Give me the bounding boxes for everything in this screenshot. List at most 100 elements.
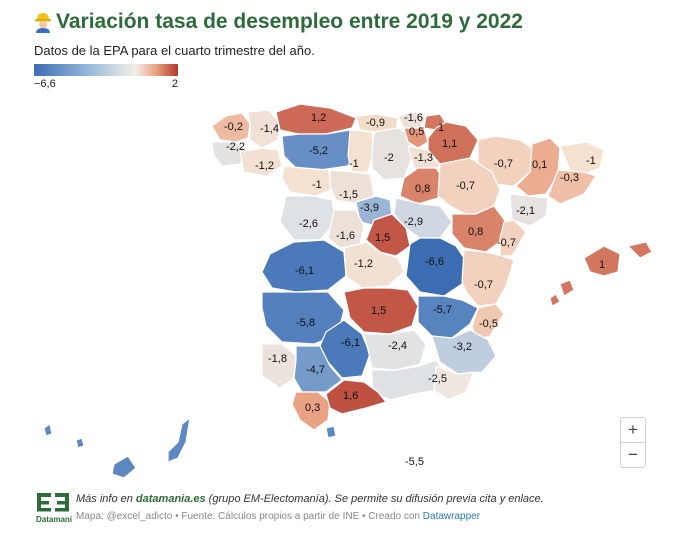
label-zaragoza: -0,7	[456, 180, 475, 192]
label-ceuta: -5,5	[405, 456, 424, 468]
region-asturias[interactable]	[275, 103, 357, 135]
label-cantabria: -0,9	[366, 117, 385, 129]
label-ciudad-real: 1,5	[371, 305, 386, 317]
label-leon: -5,2	[309, 145, 328, 157]
label-cordoba: -6,1	[341, 337, 360, 349]
label-navarra: 1,1	[442, 138, 457, 150]
zoom-in-button[interactable]: +	[620, 417, 646, 443]
region-ceuta[interactable]	[325, 425, 337, 439]
label-sevilla: -4,7	[306, 364, 325, 376]
label-salamanca: -2,6	[299, 218, 318, 230]
region-jaen[interactable]	[363, 329, 427, 371]
region-murcia[interactable]	[431, 329, 497, 375]
label-lleida: 0,1	[532, 159, 547, 171]
footer-info: Más info en datamania.es (grupo EM-Elect…	[76, 493, 544, 505]
region-cadiz[interactable]	[291, 391, 331, 431]
legend-max-label: 2	[171, 78, 178, 90]
label-jaen: -2,4	[388, 340, 407, 352]
label-badajoz: -5,8	[296, 317, 315, 329]
label-girona: -1	[586, 155, 596, 167]
region-valencia[interactable]	[461, 249, 515, 307]
legend-gradient	[34, 64, 178, 76]
chart-title: Variación tasa de desempleo entre 2019 y…	[34, 10, 674, 34]
region-a-coruna[interactable]	[211, 112, 251, 143]
label-barcelona: -0,3	[560, 172, 579, 184]
label-tarragona: -2,1	[516, 205, 535, 217]
label-malaga: 1,6	[343, 390, 358, 402]
label-burgos: -2	[384, 152, 394, 164]
region-almeria[interactable]	[433, 365, 475, 401]
region-alava[interactable]	[403, 127, 429, 149]
region-pontevedra[interactable]	[211, 141, 247, 167]
datamania-logo: Datamanía	[36, 493, 72, 524]
label-soria: 0,8	[415, 183, 430, 195]
region-madrid[interactable]	[365, 213, 411, 257]
label-alicante: -0,5	[479, 318, 498, 330]
region-caceres[interactable]	[261, 239, 347, 293]
zoom-out-button[interactable]: −	[620, 442, 646, 468]
region-baleares[interactable]	[549, 241, 653, 307]
region-toledo[interactable]	[343, 241, 405, 289]
label-valladolid: -1,5	[339, 189, 358, 201]
region-ourense[interactable]	[239, 147, 283, 177]
label-granada: -2,5	[428, 373, 447, 385]
label-la-rioja: -1,3	[414, 152, 433, 164]
label-huelva: -1,8	[268, 353, 287, 365]
region-lugo[interactable]	[247, 109, 281, 149]
label-asturias: 1,2	[311, 112, 326, 124]
datawrapper-link[interactable]: Datawrapper	[422, 511, 481, 522]
label-madrid: 1,5	[375, 232, 390, 244]
label-baleares: 1	[599, 259, 605, 271]
region-avila[interactable]	[327, 209, 365, 249]
construction-worker-icon	[35, 13, 51, 33]
header: Variación tasa de desempleo entre 2019 y…	[34, 8, 674, 58]
label-huesca: -0,7	[494, 158, 513, 170]
label-a-coruna: -0,2	[224, 121, 243, 133]
logo-text: Datamanía	[36, 515, 72, 524]
region-zamora[interactable]	[281, 165, 335, 197]
region-las-palmas[interactable]	[167, 417, 191, 463]
region-barcelona[interactable]	[547, 169, 597, 205]
footer-credits: Mapa: @excel_adicto • Fuente: Cálculos p…	[76, 511, 481, 522]
region-bizkaia[interactable]	[397, 111, 427, 129]
region-palencia[interactable]	[347, 129, 375, 173]
legend-min-label: −6,6	[34, 78, 56, 90]
region-alicante[interactable]	[471, 303, 505, 341]
map-labels: -0,2 -1,4 -2,2 -1,2 1,2 -0,9 -5,2 -1 -2 …	[224, 112, 605, 468]
datamania-link[interactable]: datamania.es	[135, 493, 206, 505]
label-lugo: -1,4	[260, 123, 279, 135]
region-lleida[interactable]	[515, 137, 561, 197]
map-regions	[43, 103, 653, 479]
label-pontevedra: -2,2	[226, 141, 245, 153]
region-santa-cruz-tenerife[interactable]	[43, 423, 137, 479]
label-palencia: -1	[349, 158, 359, 170]
region-albacete[interactable]	[417, 295, 479, 339]
label-guadalajara: -2,9	[404, 216, 423, 228]
color-legend: −6,6 2	[34, 64, 178, 90]
chart-subtitle: Datos de la EPA para el cuarto trimestre…	[34, 43, 315, 58]
region-castellon[interactable]	[499, 219, 527, 257]
label-toledo: -1,2	[354, 258, 373, 270]
label-cadiz: 0,3	[305, 402, 320, 414]
label-caceres: -6,1	[295, 265, 314, 277]
region-salamanca[interactable]	[279, 195, 337, 241]
label-cuenca: -6,6	[425, 256, 444, 268]
chart-title-text: Variación tasa de desempleo entre 2019 y…	[56, 10, 523, 33]
label-castellon: -0,7	[497, 237, 516, 249]
label-ourense: -1,2	[255, 160, 274, 172]
region-ciudad-real[interactable]	[343, 287, 419, 335]
label-avila: -1,6	[336, 230, 355, 242]
label-segovia: -3,9	[360, 202, 379, 214]
label-bizkaia: -1,6	[404, 112, 423, 124]
region-sevilla[interactable]	[293, 345, 343, 393]
label-teruel: 0,8	[468, 226, 483, 238]
label-gipuzkoa: 1	[438, 122, 444, 134]
region-huelva[interactable]	[261, 343, 297, 389]
label-zamora: -1	[312, 179, 322, 191]
label-alava: 0,5	[409, 126, 424, 138]
region-girona[interactable]	[559, 141, 605, 175]
label-murcia: -3,2	[453, 341, 472, 353]
region-malaga[interactable]	[325, 379, 387, 415]
label-albacete: -5,7	[433, 304, 452, 316]
